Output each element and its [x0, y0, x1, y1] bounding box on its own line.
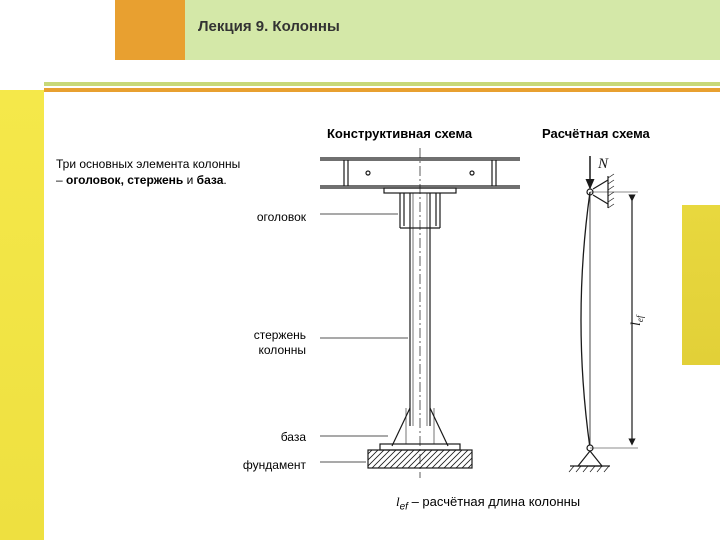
lecture-title: Лекция 9. Колонны — [198, 18, 340, 35]
header-orange-block — [115, 0, 185, 60]
intro-text: Три основных элемента колонны – оголовок… — [56, 156, 240, 188]
label-baza: база — [254, 430, 306, 444]
intro-bold1: оголовок, стержень — [66, 173, 183, 187]
label-sterzhen-1: стержень — [236, 328, 306, 342]
calculated-scheme-title: Расчётная схема — [542, 126, 650, 141]
header: Лекция 9. Колонны — [0, 0, 720, 94]
header-stripe-green — [44, 82, 720, 86]
intro-line1: Три основных элемента колонны — [56, 157, 240, 171]
header-stripe-orange — [44, 88, 720, 92]
dimension-lef: lef — [590, 192, 645, 448]
bottom-support — [569, 445, 610, 472]
label-sterzhen-2: колонны — [236, 343, 306, 357]
intro-bold2: база — [197, 173, 224, 187]
force-n-label: N — [597, 156, 609, 172]
top-support — [587, 174, 614, 208]
label-fundament: фундамент — [236, 458, 306, 472]
formula-description: – расчётная длина колонны — [408, 494, 580, 509]
formula-subscript: ef — [400, 502, 408, 513]
intro-suffix: . — [223, 173, 226, 187]
constructive-scheme — [320, 148, 520, 478]
calculated-scheme: N lef — [569, 156, 645, 472]
label-ogolovok: оголовок — [236, 210, 306, 224]
constructive-scheme-title: Конструктивная схема — [327, 126, 472, 141]
intro-mid: и — [183, 173, 196, 187]
column-diagram: N lef — [320, 148, 690, 488]
decor-left-strip — [0, 90, 44, 540]
intro-line2-prefix: – — [56, 173, 66, 187]
formula-text: lef – расчётная длина колонны — [396, 494, 580, 513]
